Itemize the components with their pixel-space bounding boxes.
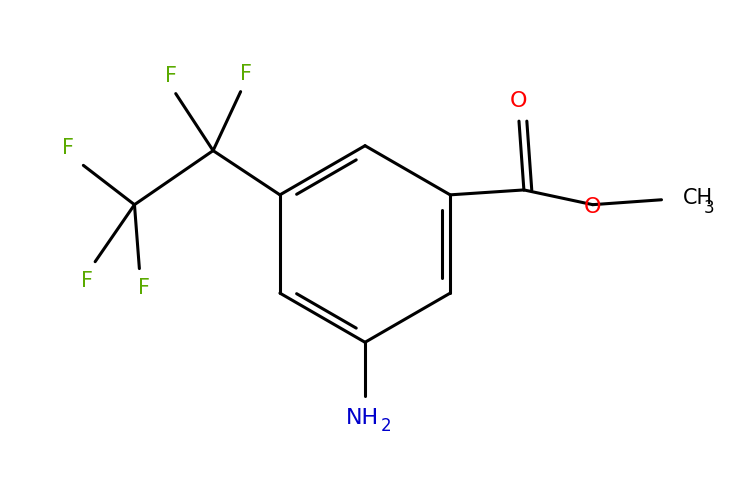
Text: F: F <box>239 64 252 84</box>
Text: O: O <box>510 92 528 112</box>
Text: 2: 2 <box>381 417 392 435</box>
Text: CH: CH <box>683 188 713 208</box>
Text: F: F <box>81 271 93 291</box>
Text: F: F <box>62 138 74 158</box>
Text: F: F <box>138 278 150 298</box>
Text: 3: 3 <box>704 199 715 217</box>
Text: F: F <box>165 66 177 86</box>
Text: O: O <box>584 197 601 217</box>
Text: NH: NH <box>345 408 378 428</box>
